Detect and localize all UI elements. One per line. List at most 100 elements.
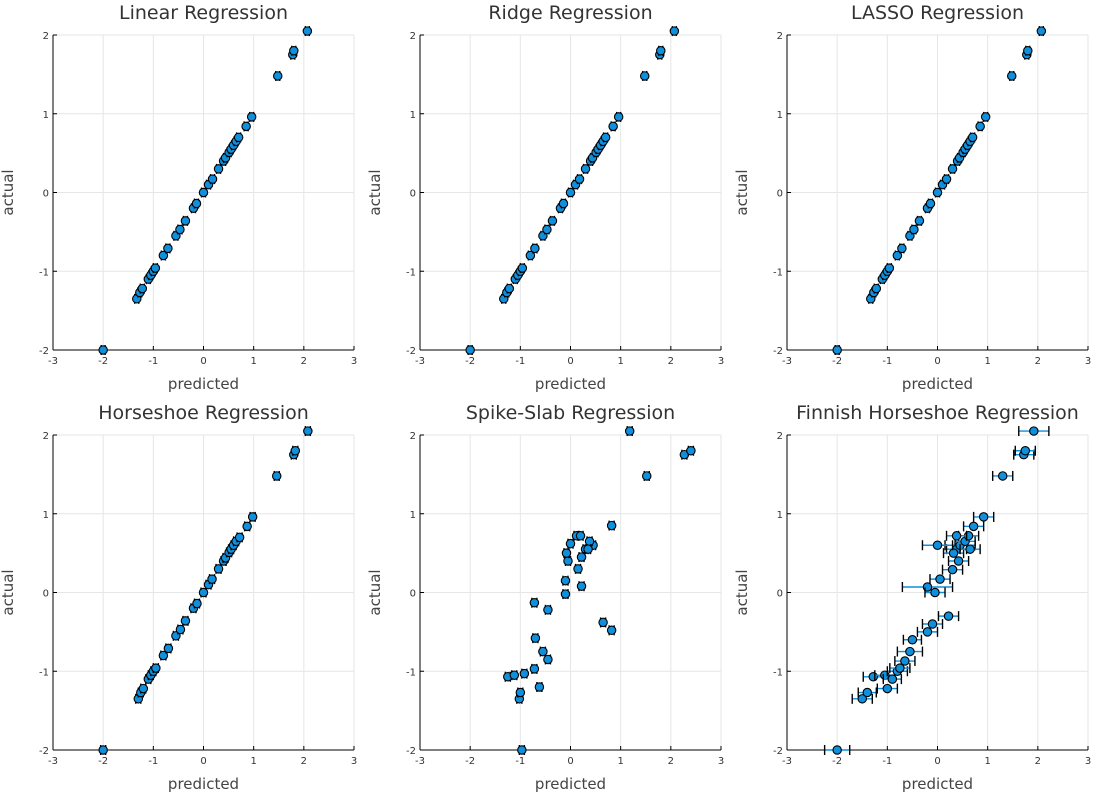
y-tick-label: 1 [777,510,783,521]
x-tick-label: 3 [351,356,357,367]
data-point [1014,445,1037,456]
data-marker [639,71,650,81]
data-point [608,121,618,132]
data-marker [922,627,933,637]
data-marker [517,263,528,273]
data-point [163,243,173,254]
data-marker [271,471,282,481]
data-marker [180,616,191,626]
data-point [980,111,991,122]
data-point [929,574,951,585]
data-marker [576,552,587,562]
data-marker [560,589,571,599]
subplot-2: Ridge Regression-3 -2 -1 0 1 2 3-2-1012predict… [366,2,724,393]
data-marker [927,619,938,629]
series-y1 [98,26,313,355]
data-marker [529,664,540,674]
data-point [515,687,526,698]
x-tick-label: -1 [515,756,525,767]
data-marker [234,532,245,543]
data-marker [905,646,915,657]
data-marker [613,112,624,122]
data-marker [241,121,251,132]
subplot-6: Finnish Horseshoe Regression-3 -2 -1 0 1 2 3-2… [733,402,1091,793]
data-point [150,263,161,274]
x-tick-label: 2 [1035,356,1041,367]
data-marker [207,574,217,584]
y-tick-label: 1 [43,110,49,121]
data-marker [509,670,520,680]
series-y1 [465,26,680,355]
data-point [937,611,960,622]
data-point [543,654,553,665]
x-tick-label: 0 [567,756,573,767]
y-tick-label: 0 [410,589,416,600]
data-point [530,633,541,644]
data-point [138,683,149,694]
y-axis-label: actual [366,569,384,615]
data-point [882,674,903,685]
x-tick-label: -2 [98,356,108,367]
data-point [175,224,185,235]
x-tick-label: -2 [465,356,475,367]
data-point [583,544,593,555]
data-marker [642,471,652,481]
data-point [191,198,202,209]
data-marker [247,512,258,522]
data-marker [606,520,617,531]
data-marker [1023,45,1033,56]
data-point [947,163,958,174]
data-marker [968,521,979,532]
data-marker [289,45,299,56]
y-tick-label: 1 [410,110,416,121]
data-marker [608,121,618,132]
x-tick-label: 1 [250,756,256,767]
data-point [624,426,635,437]
data-point [198,187,209,198]
y-tick-label: 1 [777,110,783,121]
x-tick-label: -1 [148,356,158,367]
data-point [538,646,548,657]
data-point [241,121,251,132]
y-axis-label: actual [0,569,17,615]
data-point [1018,426,1050,437]
data-marker [290,445,301,456]
data-point [669,26,680,37]
data-marker [953,556,964,566]
data-marker [529,597,540,608]
x-tick-label: -3 [782,756,792,767]
data-point [576,552,587,563]
data-marker [907,634,918,645]
data-marker [965,544,975,554]
data-marker [868,672,879,682]
y-axis-label: actual [733,569,751,615]
data-marker [233,132,244,143]
data-marker [198,587,209,598]
y-tick-label: -1 [406,667,416,678]
data-point [686,445,696,456]
data-marker [563,556,573,566]
data-point [246,111,257,122]
data-point [574,174,585,185]
data-point [832,345,842,355]
data-point [180,215,191,226]
x-axis-label: predicted [902,775,973,793]
x-tick-label: 0 [567,356,573,367]
x-tick-label: 1 [617,356,623,367]
y-tick-label: -1 [39,667,49,678]
data-marker [530,633,541,643]
y-tick-label: 1 [410,510,416,521]
data-marker [1020,445,1031,456]
data-point [932,187,943,198]
data-point [851,693,873,704]
x-tick-label: 2 [668,356,674,367]
x-tick-label: 2 [301,356,307,367]
data-marker [887,674,898,684]
data-marker [98,745,108,755]
data-marker [941,174,952,184]
data-marker [213,564,224,574]
data-point [573,563,583,574]
x-tick-label: -2 [465,756,475,767]
data-point [465,345,475,355]
